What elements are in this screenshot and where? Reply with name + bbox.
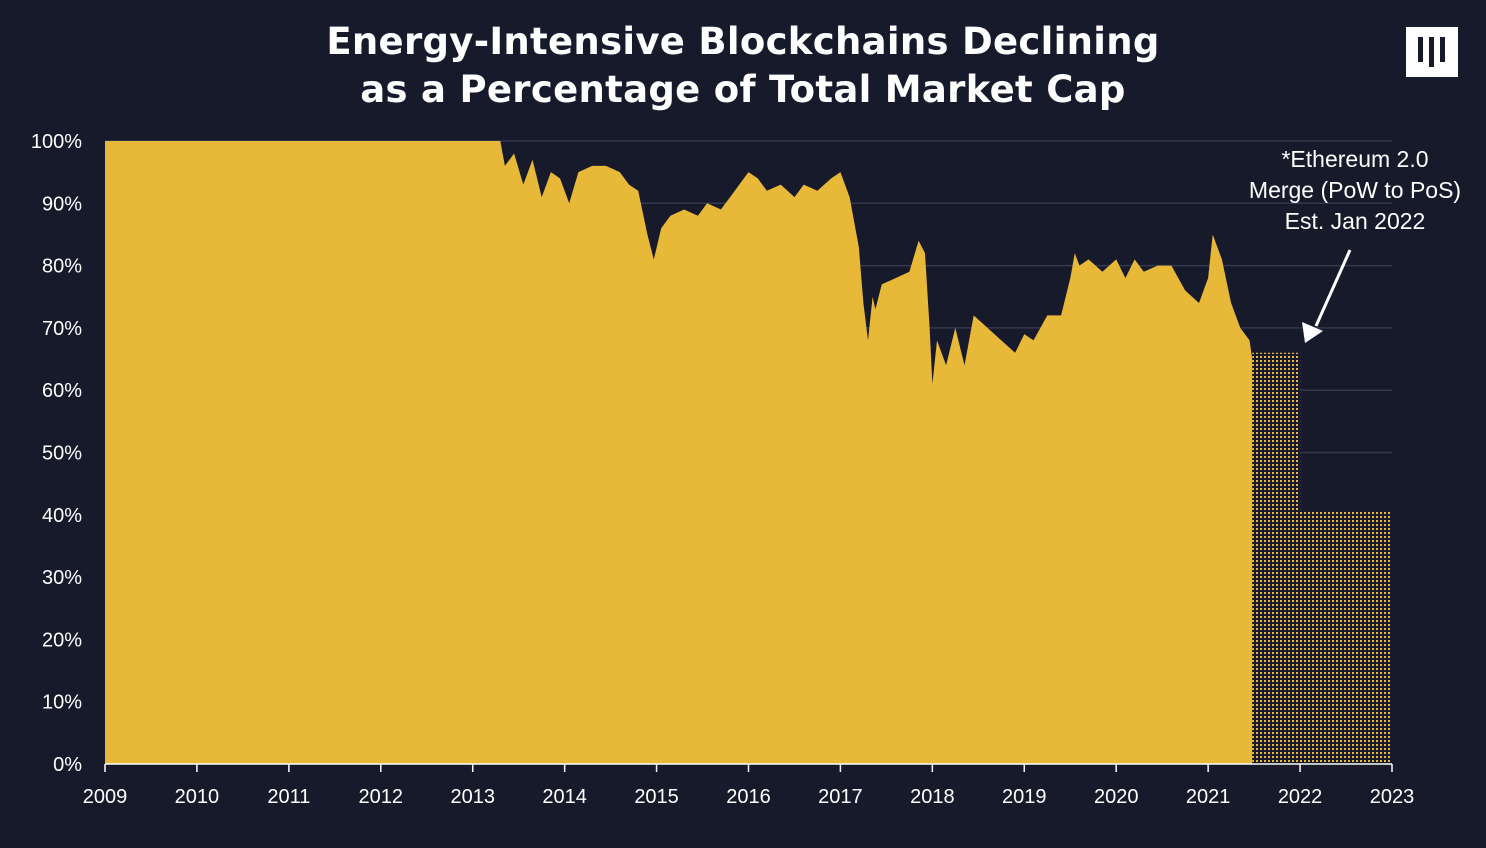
y-tick-label: 20% [42,629,82,651]
x-tick-label: 2017 [818,786,863,808]
annotation-line-3: Est. Jan 2022 [1284,208,1426,234]
x-tick-label: 2015 [634,786,679,808]
y-tick-label: 10% [42,692,82,714]
x-tick-label: 2009 [83,786,128,808]
x-axis-ticks: 2009 2010 2011 2012 2013 2014 2015 2016 2017 2018… [83,764,1415,808]
x-tick-label: 2023 [1370,786,1415,808]
y-tick-label: 100% [31,131,82,153]
y-tick-label: 70% [42,318,82,340]
x-tick-label: 2016 [726,786,771,808]
y-tick-label: 40% [42,505,82,527]
merge-annotation: *Ethereum 2.0 Merge (PoW to PoS) Est. Ja… [1230,144,1480,237]
x-tick-label: 2014 [542,786,587,808]
x-tick-label: 2011 [267,786,310,808]
x-tick-label: 2021 [1186,786,1231,808]
historical-area [105,141,1253,764]
chart-title-line-1: Energy-Intensive Blockchains Declining [326,20,1160,63]
annotation-arrow-line [1314,249,1352,327]
plot-area [105,141,1392,764]
y-tick-label: 90% [42,193,82,215]
annotation-line-1: *Ethereum 2.0 [1281,146,1429,172]
x-tick-label: 2022 [1278,786,1323,808]
y-tick-label: 0% [53,754,82,776]
x-tick-label: 2019 [1002,786,1047,808]
chart-title: Energy-Intensive Blockchains Declining a… [0,18,1486,114]
y-tick-label: 60% [42,380,82,402]
projected-area [1252,352,1392,764]
y-tick-label: 30% [42,567,82,589]
annotation-arrow-head [1302,322,1323,343]
annotation-line-2: Merge (PoW to PoS) [1248,177,1462,203]
annotation-arrow [1302,249,1352,343]
chart-title-line-2: as a Percentage of Total Market Cap [360,68,1126,111]
x-tick-label: 2010 [175,786,220,808]
x-tick-label: 2013 [450,786,495,808]
x-tick-label: 2020 [1094,786,1139,808]
brand-logo-icon [1406,27,1458,77]
y-axis-ticks: 0% 10% 20% 30% 40% 50% 60% 70% 80% 90% 100% [31,131,82,776]
y-tick-label: 50% [42,443,82,465]
x-tick-label: 2012 [359,786,404,808]
y-tick-label: 80% [42,256,82,278]
x-tick-label: 2018 [910,786,955,808]
